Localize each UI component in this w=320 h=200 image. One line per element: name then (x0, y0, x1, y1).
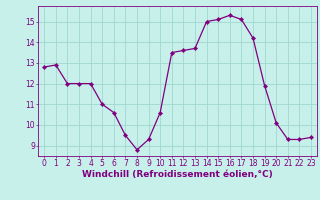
X-axis label: Windchill (Refroidissement éolien,°C): Windchill (Refroidissement éolien,°C) (82, 170, 273, 179)
